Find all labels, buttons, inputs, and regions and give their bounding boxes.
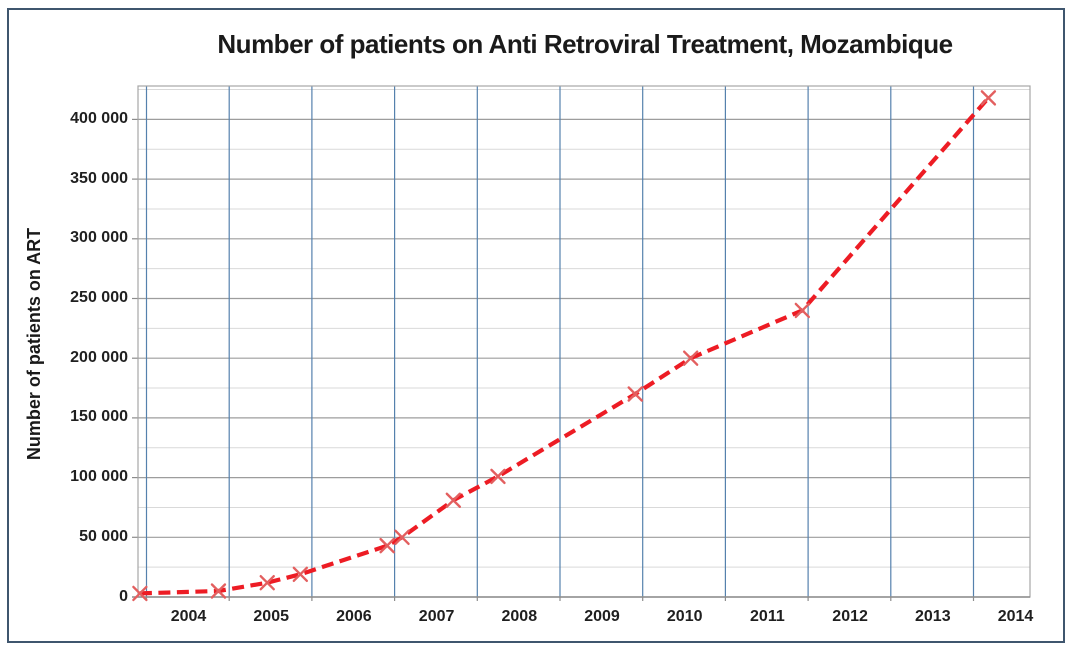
data-point-marker xyxy=(980,90,997,106)
x-axis-tick-label: 2014 xyxy=(997,608,1034,625)
y-axis-tick-label: 350 000 xyxy=(70,169,128,187)
x-axis-tick-label: 2013 xyxy=(915,608,951,625)
series-line xyxy=(139,96,990,596)
data-point-marker xyxy=(794,302,811,319)
y-axis-tick-label: 100 000 xyxy=(70,468,128,486)
x-axis-tick-label: 2010 xyxy=(666,608,703,625)
x-axis-tick-label: 2006 xyxy=(336,608,372,625)
data-point-marker xyxy=(490,468,506,485)
y-axis-tick-label: 150 000 xyxy=(70,408,128,426)
chart-title: Number of patients on Anti Retroviral Tr… xyxy=(217,29,953,59)
data-point-marker xyxy=(210,583,227,599)
plot-border xyxy=(137,85,1031,598)
data-point-marker xyxy=(259,574,275,591)
y-axis-tick-label: 400 000 xyxy=(70,109,128,127)
data-point-marker xyxy=(394,529,410,545)
y-axis-tick-label: 0 xyxy=(119,587,128,605)
data-point-marker xyxy=(445,492,462,508)
y-axis-tick-label: 50 000 xyxy=(79,527,128,545)
x-axis-tick-label: 2005 xyxy=(253,608,289,625)
x-axis-tick-label: 2011 xyxy=(750,608,785,625)
x-axis-tick-label: 2009 xyxy=(584,608,620,625)
x-axis-tick-label: 2012 xyxy=(832,608,868,625)
data-point-marker xyxy=(292,566,309,583)
data-point-marker xyxy=(627,386,643,402)
data-point-marker xyxy=(132,585,148,602)
y-axis-tick-label: 300 000 xyxy=(70,229,128,247)
y-axis-tick-label: 200 000 xyxy=(70,348,128,366)
data-point-marker xyxy=(682,350,699,366)
data-point-marker xyxy=(379,537,395,554)
x-axis-tick-label: 2004 xyxy=(170,608,207,625)
y-axis-tick-label: 250 000 xyxy=(70,289,128,306)
x-axis-tick-label: 2007 xyxy=(418,608,455,625)
x-axis-tick-label: 2008 xyxy=(501,608,538,625)
